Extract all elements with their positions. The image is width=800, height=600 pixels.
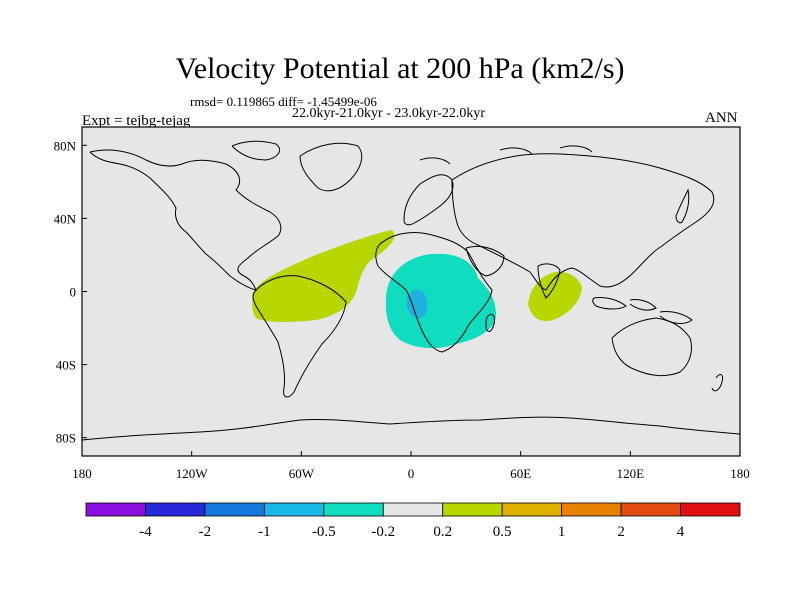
colorbar-label: 0.5 xyxy=(493,524,512,540)
x-tick-label: 0 xyxy=(408,466,415,481)
y-tick-label: 80S xyxy=(56,431,76,446)
colorbar-swatch xyxy=(145,502,206,517)
colorbar-swatch xyxy=(382,502,444,517)
y-tick-label: 0 xyxy=(70,285,77,300)
colorbar-label: -0.5 xyxy=(312,524,336,540)
colorbar-label: -0.2 xyxy=(371,524,395,540)
colorbar-swatch xyxy=(501,502,563,517)
colorbar-swatch xyxy=(620,502,681,517)
colorbar: -4 -2 -1 -0.5 -0.2 0.2 0.5 1 2 4 xyxy=(85,502,741,540)
x-tick-label: 120W xyxy=(176,466,209,481)
y-tick-label: 40S xyxy=(56,358,76,373)
colorbar-swatch xyxy=(263,502,325,517)
colorbar-label: -4 xyxy=(139,524,152,540)
x-tick-label: 180 xyxy=(72,466,92,481)
colorbar-swatch xyxy=(561,502,622,517)
season-label: ANN xyxy=(705,110,738,126)
y-tick-label: 40N xyxy=(54,211,77,226)
x-tick-label: 60W xyxy=(289,466,315,481)
y-axis: 80N 40N 0 40S 80S xyxy=(54,138,87,446)
colorbar-label: -1 xyxy=(258,524,271,540)
colorbar-label: 2 xyxy=(617,524,625,540)
colorbar-swatch xyxy=(204,502,265,517)
x-tick-label: 180 xyxy=(730,466,750,481)
colorbar-label: -2 xyxy=(199,524,212,540)
period-label: 22.0kyr-21.0kyr - 23.0kyr-22.0kyr xyxy=(292,106,486,121)
experiment-label: Expt = tejbg-tejag xyxy=(82,113,191,129)
positive-region-indian-ocean xyxy=(528,271,582,322)
colorbar-label: 0.2 xyxy=(433,524,452,540)
x-tick-label: 120E xyxy=(617,466,645,481)
colorbar-label: 4 xyxy=(677,524,685,540)
page-title: Velocity Potential at 200 hPa (km2/s) xyxy=(175,52,625,85)
positive-region-atlantic xyxy=(252,230,395,322)
x-tick-label: 60E xyxy=(510,466,531,481)
colorbar-swatch xyxy=(680,502,741,517)
colorbar-swatch xyxy=(85,502,146,517)
rmsd-diff-stats: rmsd= 0.119865 diff= -1.45499e-06 xyxy=(190,94,377,109)
coastlines xyxy=(82,140,740,441)
negative-region-central-africa xyxy=(406,289,428,319)
colorbar-swatch xyxy=(323,502,384,517)
x-axis: 180 120W 60W 0 60E 120E 180 xyxy=(72,451,750,481)
colorbar-label: 1 xyxy=(558,524,566,540)
colorbar-swatch xyxy=(442,502,503,517)
y-tick-label: 80N xyxy=(54,138,77,153)
